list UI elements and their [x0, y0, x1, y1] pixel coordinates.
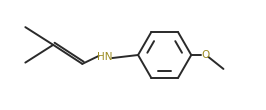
Text: O: O	[201, 50, 209, 60]
Text: HN: HN	[97, 52, 113, 62]
